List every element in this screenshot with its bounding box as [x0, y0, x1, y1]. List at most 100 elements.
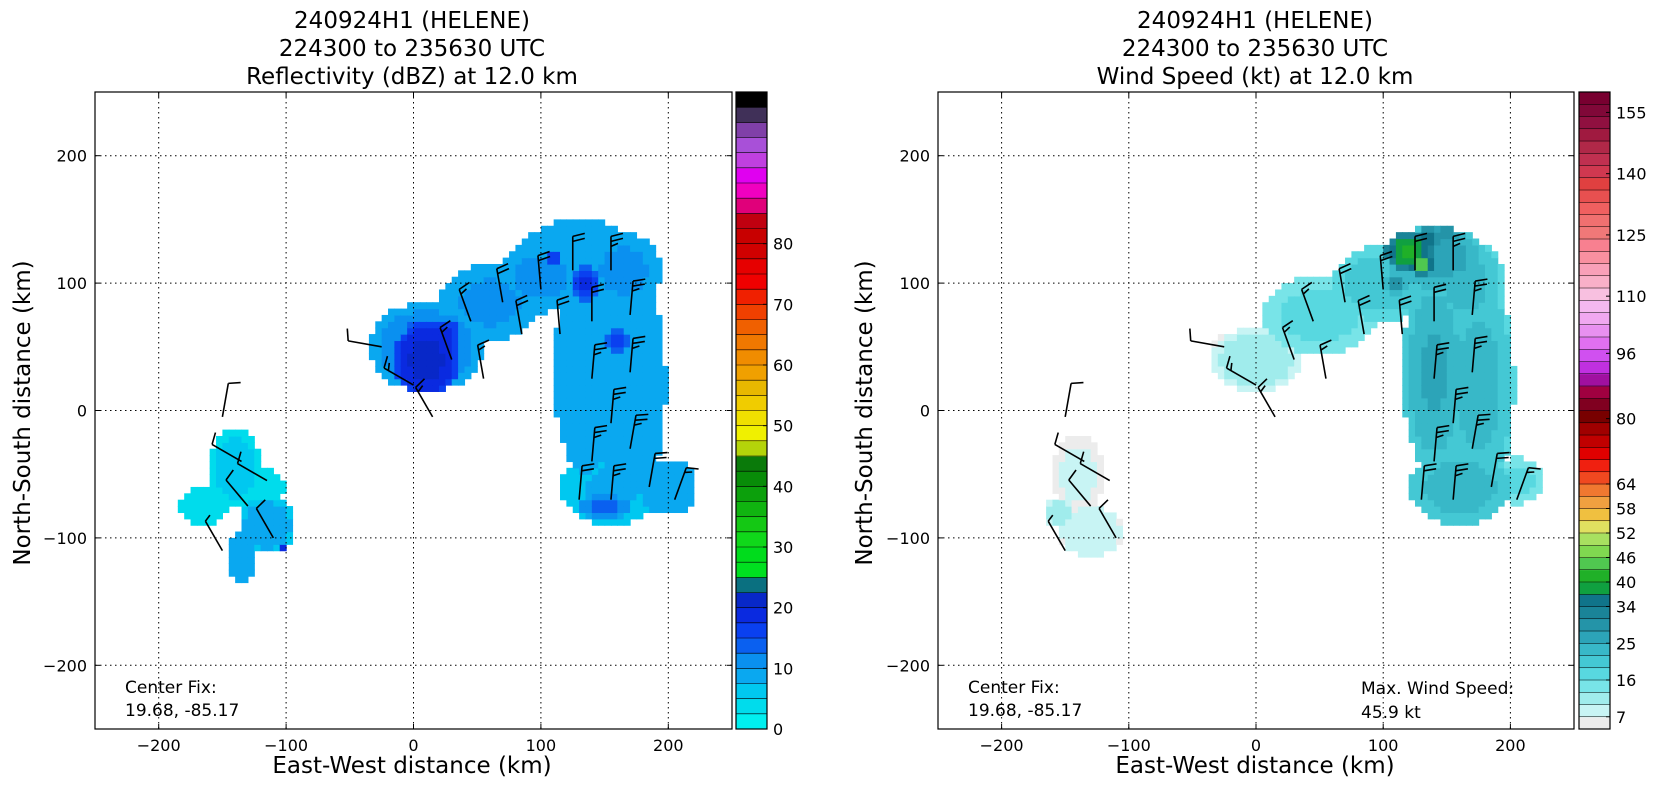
field-cell [216, 435, 223, 443]
field-cell [1440, 499, 1448, 507]
x-tick-label: −100 [264, 736, 308, 755]
field-cell [483, 270, 491, 278]
field-cell [572, 340, 580, 348]
field-cell [623, 467, 631, 475]
field-cell [496, 314, 504, 322]
colorbar-segment [1579, 190, 1610, 203]
field-cell [553, 232, 561, 240]
field-cell [400, 346, 408, 354]
field-cell [630, 232, 638, 240]
field-cell [547, 225, 555, 233]
wind-barb [1471, 413, 1491, 449]
field-cell [1236, 365, 1244, 373]
field-cell [1453, 321, 1461, 329]
field-cell [273, 493, 281, 501]
field-cell [1338, 327, 1346, 335]
field-cell [560, 429, 567, 437]
field-cell [1395, 251, 1403, 259]
field-cell [566, 486, 574, 494]
field-cell [496, 302, 504, 310]
field-cell [470, 321, 478, 329]
field-cell [591, 467, 599, 475]
field-cell [477, 346, 485, 354]
field-cell [196, 506, 204, 514]
field-cell [566, 391, 574, 399]
field-cell [1071, 544, 1079, 552]
field-cell [1510, 391, 1518, 399]
field-cell [560, 251, 567, 259]
field-cell [585, 232, 593, 240]
field-cell [477, 276, 485, 284]
field-cell [1459, 334, 1467, 342]
field-cell [1090, 493, 1098, 501]
field-cell [649, 423, 657, 431]
field-cell [1402, 372, 1410, 380]
field-cell [1071, 518, 1079, 526]
field-cell [1275, 359, 1283, 367]
field-cell [1345, 321, 1352, 329]
field-cell [496, 270, 504, 278]
field-cell [1395, 283, 1403, 291]
field-cell [1497, 302, 1505, 310]
field-cell [1338, 302, 1346, 310]
field-cell [553, 251, 561, 259]
field-cell [1427, 314, 1435, 322]
field-cell [1217, 346, 1225, 354]
field-cell [1345, 289, 1352, 297]
field-cell [1465, 334, 1473, 342]
field-cell [572, 334, 580, 342]
field-cell [413, 340, 421, 348]
colorbar-segment [1579, 594, 1610, 607]
field-cell [419, 308, 427, 316]
field-cell [483, 263, 491, 271]
field-cell [623, 391, 631, 399]
field-cell [560, 404, 567, 412]
field-cell [381, 340, 389, 348]
field-cell [642, 308, 650, 316]
field-cell [1478, 506, 1486, 514]
field-cell [1491, 448, 1499, 456]
field-cell [241, 467, 249, 475]
field-cell [1408, 385, 1416, 392]
field-cell [1389, 283, 1397, 291]
field-cell [591, 289, 599, 297]
colorbar-segment [1579, 214, 1610, 228]
field-cell [553, 340, 561, 348]
field-cell [1516, 461, 1524, 469]
field-cell [464, 372, 472, 380]
field-cell [649, 385, 657, 392]
field-cell [1484, 448, 1492, 456]
field-cell [1478, 327, 1486, 335]
field-cell [1256, 378, 1263, 386]
field-cell [228, 442, 236, 450]
field-cell [279, 506, 287, 514]
field-cell [1459, 429, 1467, 437]
wind-barb [458, 281, 472, 322]
field-cell [515, 244, 523, 252]
field-cell [1065, 455, 1073, 463]
field-cell [566, 397, 574, 405]
wind-barb [476, 339, 490, 379]
field-cell [407, 378, 415, 386]
field-cell [681, 474, 689, 482]
field-cell [1319, 295, 1327, 303]
field-cell [534, 283, 542, 291]
field-cell [1472, 353, 1480, 361]
field-cell [585, 429, 593, 437]
field-cell [642, 448, 650, 456]
field-cell [1077, 512, 1085, 520]
field-cell [623, 327, 631, 335]
colorbar-tick-label: 7 [1616, 708, 1626, 727]
field-cell [623, 232, 631, 240]
field-cell [617, 506, 625, 514]
field-cell [1275, 353, 1283, 361]
field-cell [1446, 346, 1454, 354]
field-cell [1459, 359, 1467, 367]
field-cell [1484, 416, 1492, 424]
field-cell [1402, 410, 1410, 418]
field-cell [184, 499, 192, 507]
wind-barb [1379, 250, 1393, 290]
field-cell [470, 308, 478, 316]
